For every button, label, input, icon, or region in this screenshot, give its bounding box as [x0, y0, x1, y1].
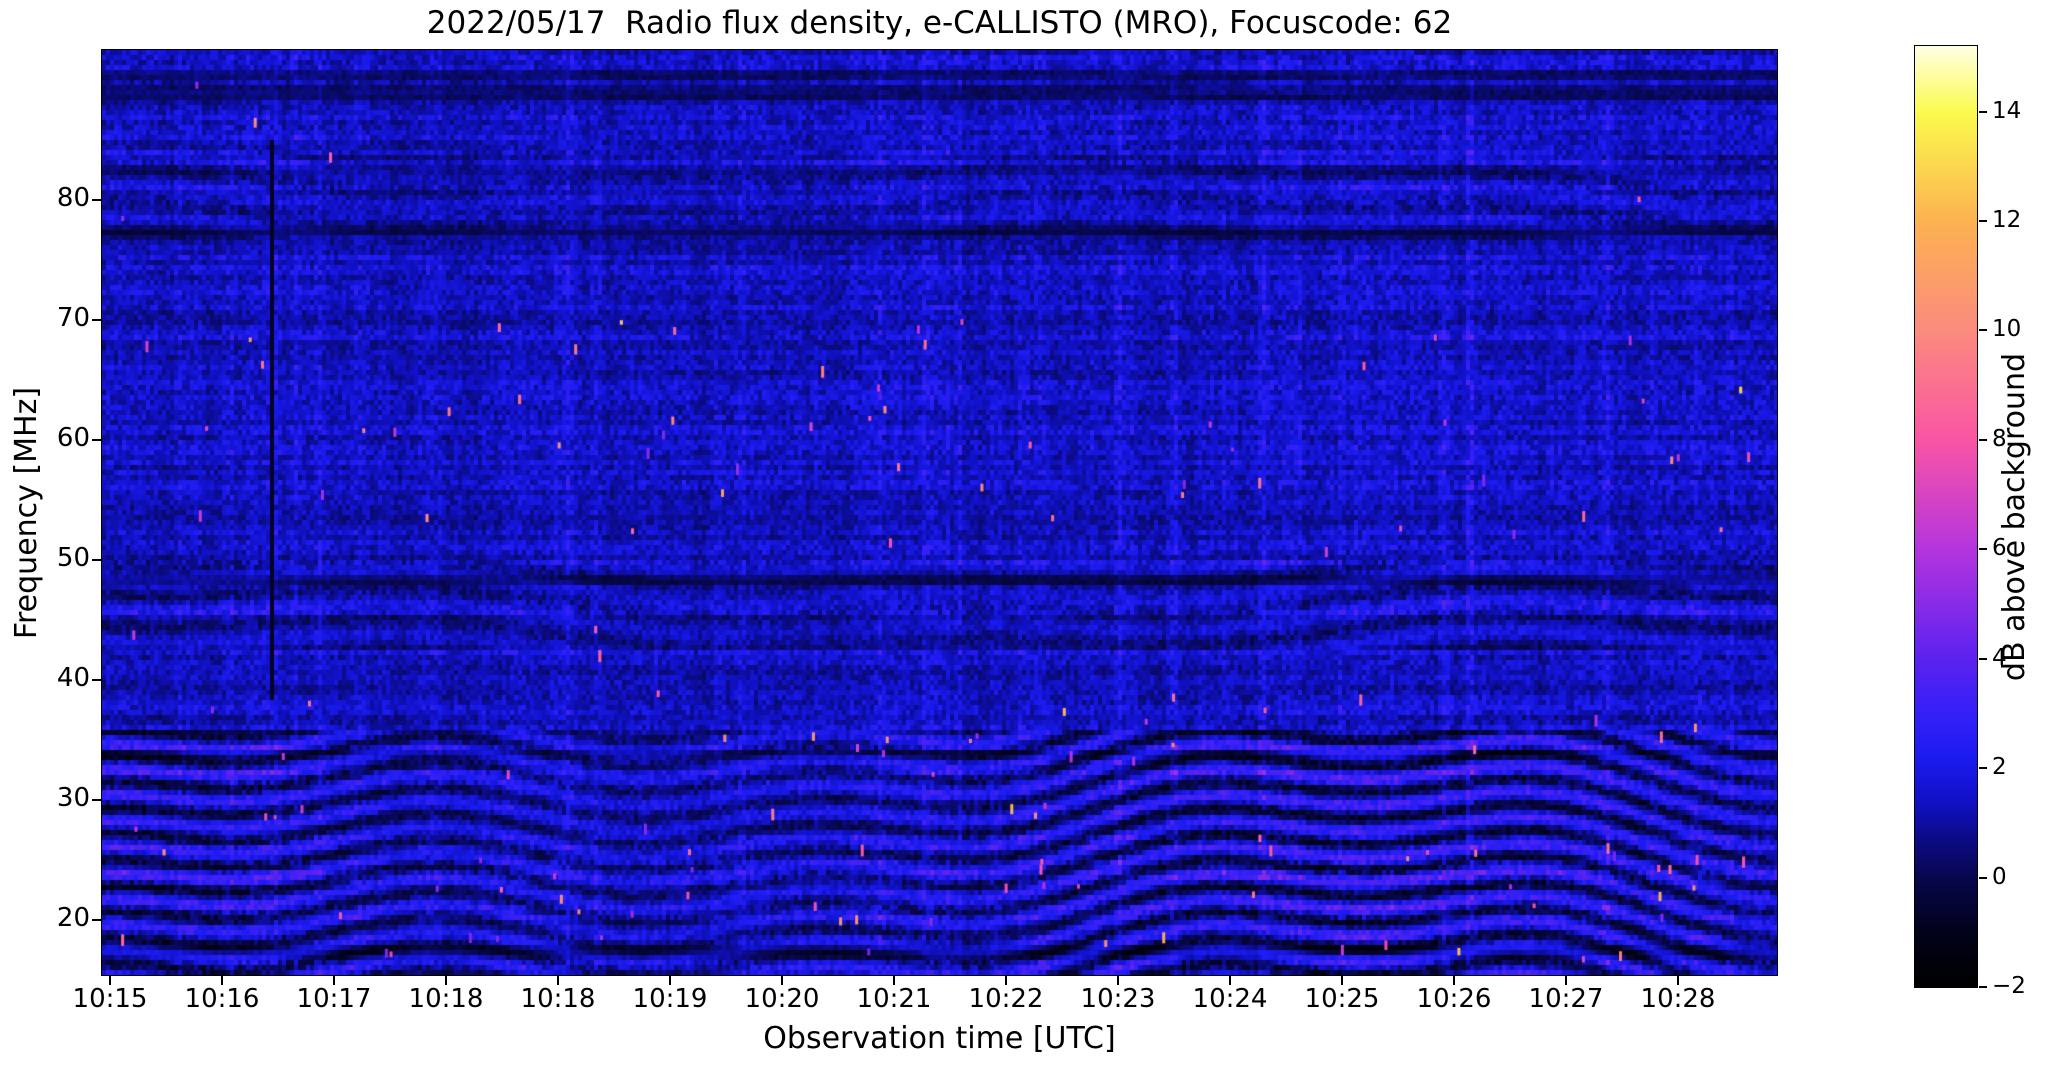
x-tick-mark [1677, 976, 1679, 985]
colorbar-label: dB above background [1997, 352, 2032, 682]
colorbar-tick-label: 8 [1992, 425, 2007, 452]
colorbar-tick-label: 6 [1992, 535, 2007, 562]
x-tick-label: 10:27 [1528, 984, 1604, 1014]
colorbar-tick-mark [1979, 110, 1987, 113]
x-tick-label: 10:21 [856, 984, 932, 1014]
y-tick-mark [92, 679, 101, 681]
x-tick-mark [1117, 976, 1119, 985]
colorbar [1914, 45, 1978, 988]
colorbar-tick-mark [1979, 329, 1987, 332]
colorbar-tick-label: 12 [1992, 207, 2022, 234]
y-tick-label: 30 [56, 783, 90, 813]
colorbar-tick-mark [1979, 438, 1987, 441]
colorbar-tick-mark [1979, 767, 1987, 770]
spectrogram-heatmap [102, 50, 1777, 975]
x-tick-label: 10:22 [968, 984, 1044, 1014]
chart-title: 2022/05/17 Radio flux density, e-CALLIST… [426, 5, 1453, 41]
colorbar-tick-label: 14 [1992, 97, 2022, 124]
y-tick-label: 70 [56, 303, 90, 333]
x-tick-mark [1453, 976, 1455, 985]
x-tick-label: 10:16 [184, 984, 260, 1014]
colorbar-tick-label: 10 [1992, 316, 2022, 343]
x-tick-label: 10:15 [72, 984, 148, 1014]
colorbar-tick-label: 2 [1992, 754, 2007, 781]
colorbar-gradient [1915, 46, 1977, 987]
x-axis-label: Observation time [UTC] [763, 1021, 1116, 1056]
x-tick-label: 10:17 [296, 984, 372, 1014]
x-tick-label: 10:24 [1192, 984, 1268, 1014]
y-tick-mark [92, 319, 101, 321]
x-tick-label: 10:18 [408, 984, 484, 1014]
y-tick-mark [92, 199, 101, 201]
x-tick-mark [445, 976, 447, 985]
colorbar-tick-label: 4 [1992, 644, 2007, 671]
y-tick-label: 60 [56, 423, 90, 453]
y-tick-mark [92, 799, 101, 801]
x-tick-mark [109, 976, 111, 985]
x-tick-mark [1341, 976, 1343, 985]
y-tick-mark [92, 559, 101, 561]
x-tick-label: 10:26 [1416, 984, 1492, 1014]
x-tick-label: 10:28 [1640, 984, 1716, 1014]
x-tick-mark [333, 976, 335, 985]
x-tick-mark [1565, 976, 1567, 985]
colorbar-tick-mark [1979, 986, 1987, 988]
y-tick-label: 80 [56, 183, 90, 213]
colorbar-tick-label: −2 [1992, 973, 2026, 999]
colorbar-tick-mark [1979, 876, 1987, 879]
y-tick-label: 50 [56, 543, 90, 573]
x-tick-mark [557, 976, 559, 985]
x-tick-label: 10:20 [744, 984, 820, 1014]
y-tick-mark [92, 439, 101, 441]
y-tick-mark [92, 919, 101, 921]
colorbar-tick-label: 0 [1992, 863, 2007, 890]
x-tick-mark [893, 976, 895, 985]
x-tick-label: 10:18 [520, 984, 596, 1014]
x-tick-label: 10:23 [1080, 984, 1156, 1014]
colorbar-tick-mark [1979, 220, 1987, 223]
colorbar-tick-mark [1979, 657, 1987, 660]
x-tick-mark [221, 976, 223, 985]
x-tick-label: 10:19 [632, 984, 708, 1014]
x-tick-mark [1005, 976, 1007, 985]
colorbar-tick-mark [1979, 548, 1987, 551]
x-tick-mark [781, 976, 783, 985]
y-tick-label: 20 [56, 903, 90, 933]
x-tick-mark [1229, 976, 1231, 985]
x-tick-mark [669, 976, 671, 985]
x-tick-label: 10:25 [1304, 984, 1380, 1014]
y-tick-label: 40 [56, 663, 90, 693]
plot-area [101, 49, 1778, 976]
